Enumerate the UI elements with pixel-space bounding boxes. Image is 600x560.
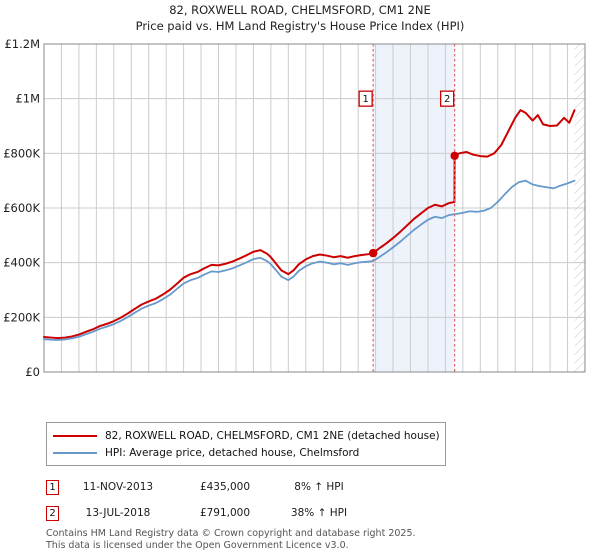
table-row: 1 11-NOV-2013 £435,000 8% ↑ HPI bbox=[46, 474, 466, 500]
transactions-table: 1 11-NOV-2013 £435,000 8% ↑ HPI 2 13-JUL… bbox=[46, 474, 466, 526]
transaction-date-1: 11-NOV-2013 bbox=[82, 481, 154, 493]
legend-swatch-price-paid bbox=[53, 434, 97, 437]
transaction-price-2: £791,000 bbox=[199, 507, 251, 519]
sale-marker-label-2: 2 bbox=[444, 94, 450, 105]
transaction-hpi-delta-1: 8% ↑ HPI bbox=[294, 481, 344, 493]
y-axis-tick-label: £1.2M bbox=[4, 38, 40, 51]
sale-marker-label-1: 1 bbox=[362, 94, 368, 105]
y-axis-tick-label: £800K bbox=[3, 146, 40, 160]
copyright-footer: Contains HM Land Registry data © Crown c… bbox=[46, 528, 586, 551]
y-axis-tick-label: £200K bbox=[3, 310, 40, 324]
transaction-date-2: 13-JUL-2018 bbox=[85, 507, 151, 519]
price-history-line-chart: 1995199619971998199920002001200220032004… bbox=[3, 38, 586, 378]
y-axis-tick-label: £1M bbox=[15, 92, 40, 106]
sale-point-1 bbox=[368, 248, 378, 258]
transaction-badge-2: 2 bbox=[46, 505, 59, 521]
series-line-hpi bbox=[43, 179, 576, 341]
series-line-price-paid bbox=[43, 109, 576, 340]
chart-legend: 82, ROXWELL ROAD, CHELMSFORD, CM1 2NE (d… bbox=[46, 422, 446, 466]
sale-point-2 bbox=[450, 151, 459, 160]
title-line-2: Price paid vs. HM Land Registry's House … bbox=[135, 19, 465, 33]
footer-line-1: Contains HM Land Registry data © Crown c… bbox=[46, 528, 416, 539]
y-axis-tick-label: £600K bbox=[3, 201, 40, 215]
sale-marker-box-2 bbox=[439, 90, 455, 107]
legend-item-hpi: HPI: Average price, detached house, Chel… bbox=[53, 444, 439, 461]
y-axis-tick-label: £0 bbox=[25, 365, 40, 378]
transaction-hpi-delta-2: 38% ↑ HPI bbox=[290, 507, 348, 519]
legend-item-price-paid: 82, ROXWELL ROAD, CHELMSFORD, CM1 2NE (d… bbox=[53, 427, 440, 444]
legend-label-hpi: HPI: Average price, detached house, Chel… bbox=[105, 446, 360, 459]
transaction-badge-1: 1 bbox=[46, 479, 59, 495]
sale-marker-box-1 bbox=[358, 90, 373, 107]
title-line-1: 82, ROXWELL ROAD, CHELMSFORD, CM1 2NE bbox=[169, 3, 431, 17]
table-row: 2 13-JUL-2018 £791,000 38% ↑ HPI bbox=[46, 500, 466, 526]
y-axis-tick-label: £400K bbox=[3, 256, 40, 270]
legend-swatch-hpi bbox=[53, 451, 97, 454]
legend-label-price-paid: 82, ROXWELL ROAD, CHELMSFORD, CM1 2NE (d… bbox=[105, 429, 440, 442]
transaction-price-1: £435,000 bbox=[199, 481, 251, 493]
chart-area: 1995199619971998199920002001200220032004… bbox=[0, 38, 600, 378]
plot-frame bbox=[43, 43, 586, 373]
footer-line-2: This data is licensed under the Open Gov… bbox=[46, 539, 349, 551]
page-title: 82, ROXWELL ROAD, CHELMSFORD, CM1 2NE Pr… bbox=[0, 2, 600, 34]
